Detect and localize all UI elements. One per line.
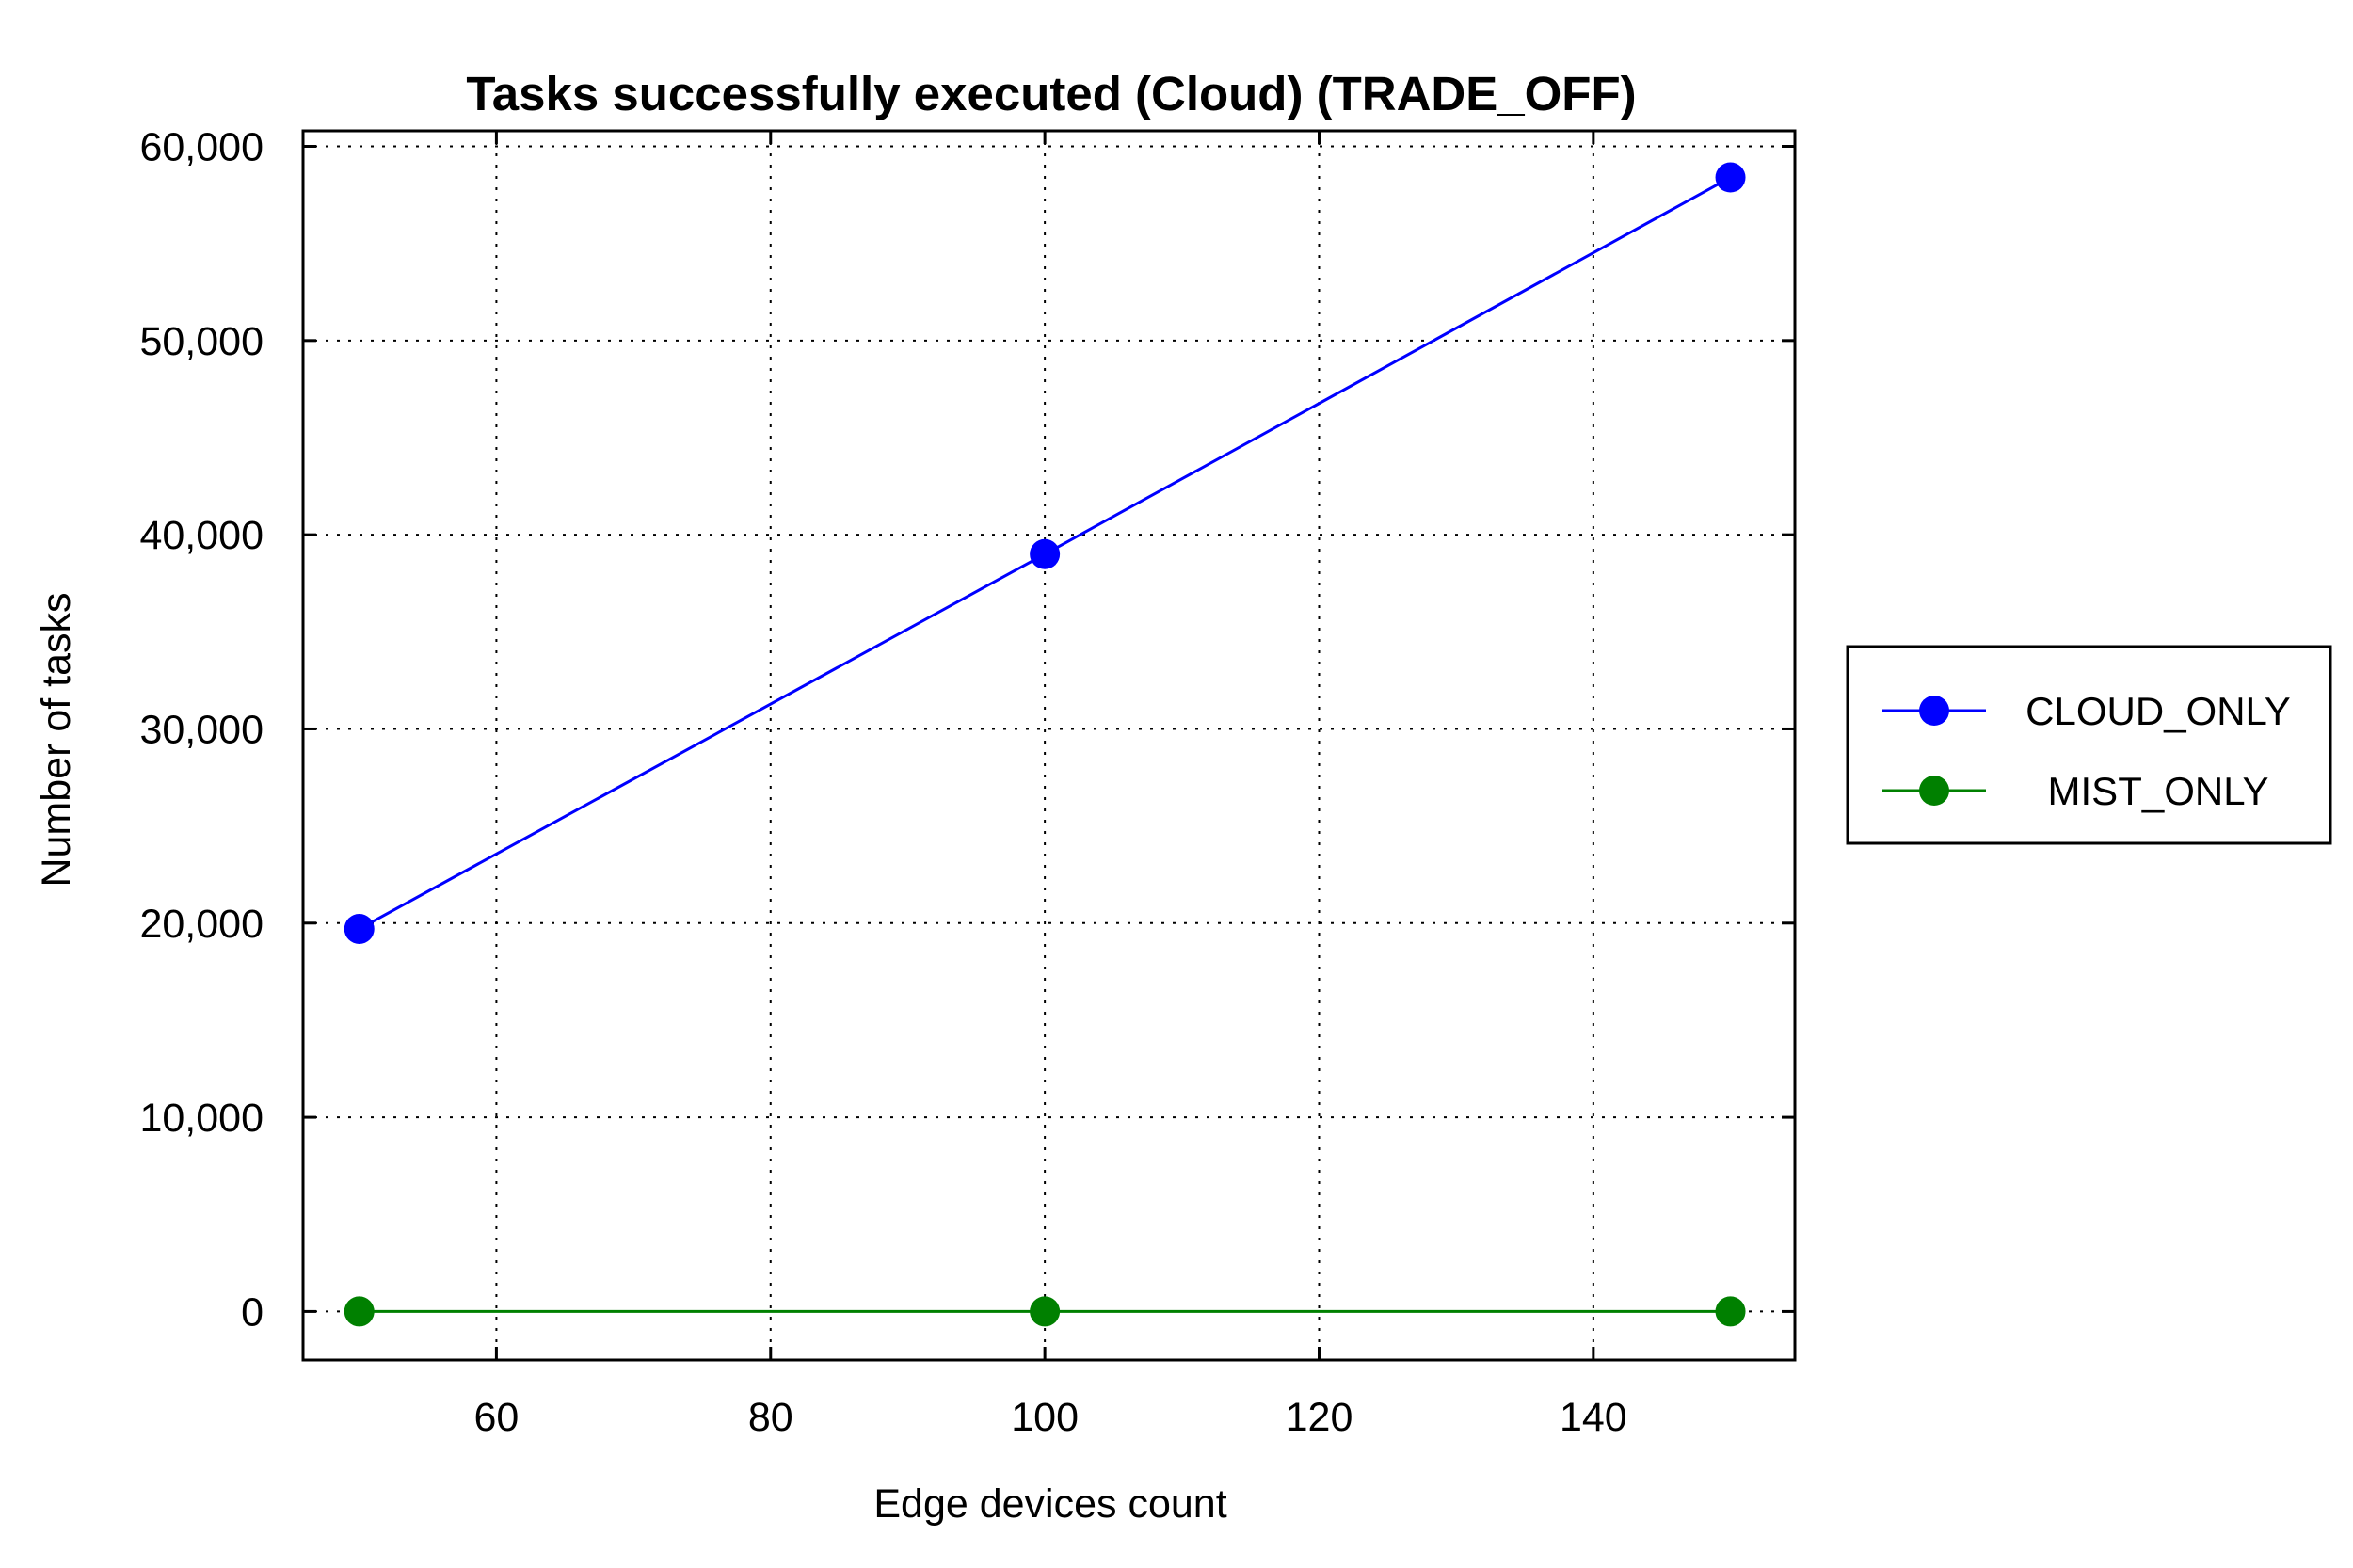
x-tick-labels: 60 80 100 120 140 xyxy=(473,1395,1626,1440)
x-tick-label: 60 xyxy=(473,1395,519,1440)
data-point-cloud-only xyxy=(1715,162,1746,193)
data-point-mist-only xyxy=(1030,1296,1061,1327)
legend-label-mist-only: MIST_ONLY xyxy=(2048,769,2269,813)
x-tick-label: 120 xyxy=(1286,1395,1353,1440)
legend-label-cloud-only: CLOUD_ONLY xyxy=(2025,689,2291,733)
x-tick-label: 140 xyxy=(1560,1395,1627,1440)
legend-box xyxy=(1846,645,2332,845)
data-point-mist-only xyxy=(1715,1296,1746,1327)
y-tick-labels: 0 10,000 20,000 30,000 40,000 50,000 60,000 xyxy=(139,125,264,1336)
y-tick-label: 50,000 xyxy=(139,319,264,364)
series-lines xyxy=(344,162,1746,1327)
y-tick-label: 10,000 xyxy=(139,1096,264,1141)
data-point-cloud-only xyxy=(344,913,375,944)
data-point-mist-only xyxy=(344,1296,375,1327)
grid-lines xyxy=(303,131,1795,1360)
chart-title: Tasks successfully executed (Cloud) (TRA… xyxy=(466,67,1636,120)
y-tick-label: 60,000 xyxy=(139,125,264,170)
legend-marker-mist-only xyxy=(1919,776,1949,806)
y-tick-label: 40,000 xyxy=(139,513,264,558)
y-tick-label: 30,000 xyxy=(139,707,264,752)
y-tick-label: 0 xyxy=(241,1289,264,1335)
y-axis-label: Number of tasks xyxy=(34,592,79,887)
legend: CLOUD_ONLY MIST_ONLY xyxy=(1846,645,2332,845)
plot-frame xyxy=(301,129,1797,1362)
x-tick-label: 80 xyxy=(748,1395,793,1440)
legend-marker-cloud-only xyxy=(1919,696,1949,726)
x-axis-label: Edge devices count xyxy=(873,1481,1226,1527)
data-point-cloud-only xyxy=(1030,538,1061,569)
axis-ticks xyxy=(303,131,1795,1360)
x-tick-label: 100 xyxy=(1011,1395,1079,1440)
y-tick-label: 20,000 xyxy=(139,902,264,947)
